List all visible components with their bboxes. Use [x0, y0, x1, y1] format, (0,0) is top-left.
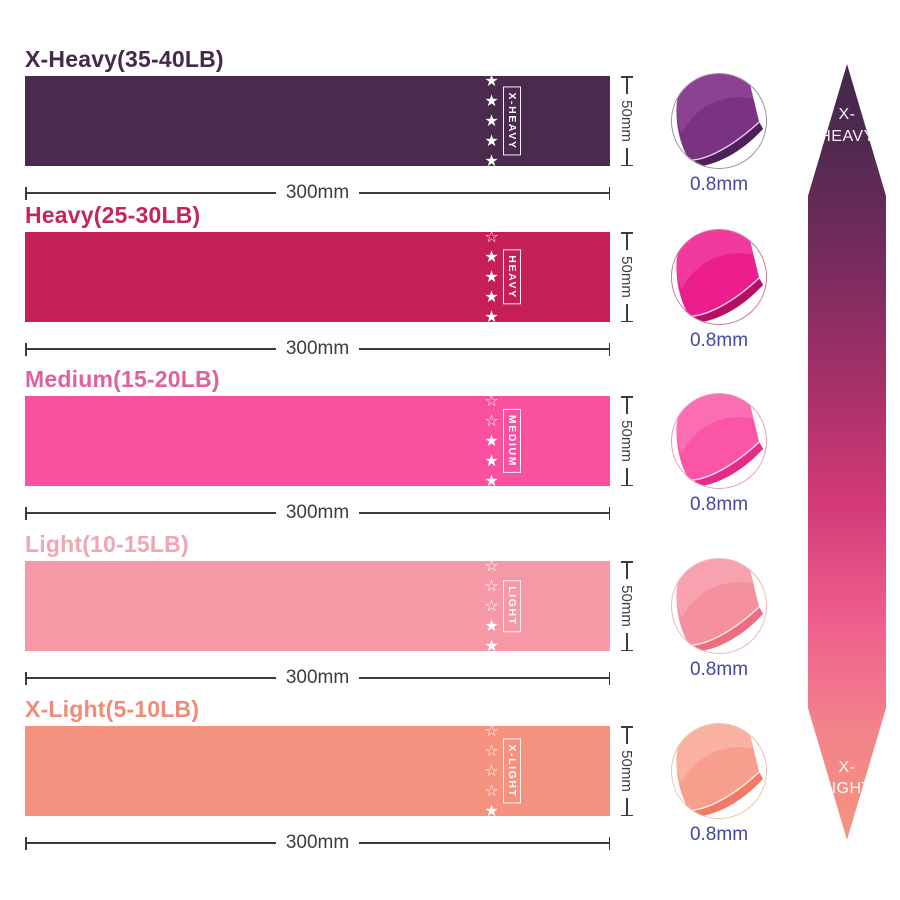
band-row-xlight: X-Light(5-10LB) ☆☆☆☆★ X-LIGHT 50mm 300mm — [25, 696, 885, 861]
thickness-label: 0.8mm — [689, 174, 749, 195]
star-rating: ☆☆☆☆★ — [482, 721, 499, 821]
band-row-light: Light(10-15LB) ☆☆☆★★ LIGHT 50mm 300mm — [25, 531, 885, 696]
dimension-line — [626, 727, 628, 745]
width-dimension-label: 300mm — [285, 182, 350, 203]
dimension-line — [626, 467, 628, 485]
width-dimension-label: 300mm — [285, 502, 350, 523]
folded-band-icon — [670, 72, 768, 170]
width-dimension: 300mm — [25, 667, 611, 689]
band-level-label: MEDIUM — [503, 408, 521, 474]
dimension-tick — [25, 506, 27, 520]
strength-scale-arrow: X- HEAVY X- LIGHT — [808, 64, 886, 840]
dimension-tick — [608, 506, 611, 520]
dimension-line — [626, 562, 628, 580]
dimension-line — [26, 842, 276, 844]
star-rating: ☆★★★★ — [482, 227, 499, 327]
folded-band-icon — [670, 392, 768, 490]
resistance-band: ☆★★★★ HEAVY — [25, 227, 610, 327]
height-dimension-label: 50mm — [618, 750, 636, 792]
height-dimension-label: 50mm — [618, 100, 636, 142]
width-dimension: 300mm — [25, 502, 611, 524]
resistance-band: ☆☆★★★ MEDIUM — [25, 391, 610, 491]
resistance-band: ★★★★★ X-HEAVY — [25, 71, 610, 171]
height-dimension: 50mm — [616, 726, 638, 816]
band-closeup-photo — [670, 228, 768, 326]
dimension-line — [26, 348, 276, 350]
width-dimension: 300mm — [25, 182, 611, 204]
dimension-tick — [608, 671, 611, 685]
dimension-line — [359, 842, 609, 844]
dimension-line — [626, 303, 628, 321]
dimension-line — [626, 797, 628, 815]
band-level-label: HEAVY — [503, 249, 521, 305]
dimension-line — [26, 512, 276, 514]
dimension-line — [359, 512, 609, 514]
band-level-label: LIGHT — [503, 580, 521, 632]
folded-band-icon — [670, 228, 768, 326]
dimension-tick — [25, 186, 27, 200]
dimension-tick — [25, 671, 27, 685]
thickness-label: 0.8mm — [689, 494, 749, 515]
band-title: Medium(15-20LB) — [25, 366, 220, 392]
dimension-tick — [608, 186, 611, 200]
scale-bottom-label: X- LIGHT — [822, 758, 872, 798]
band-level-label: X-LIGHT — [503, 738, 521, 804]
star-rating: ★★★★★ — [482, 71, 499, 171]
dimension-tick — [621, 649, 633, 651]
band-row-xheavy: X-Heavy(35-40LB) ★★★★★ X-HEAVY 50mm 300m… — [25, 46, 885, 211]
dimension-line — [626, 147, 628, 165]
dimension-line — [626, 397, 628, 415]
dimension-line — [26, 677, 276, 679]
thickness-label: 0.8mm — [689, 330, 749, 351]
resistance-band: ☆☆☆★★ LIGHT — [25, 556, 610, 656]
dimension-tick — [25, 836, 27, 850]
band-row-heavy: Heavy(25-30LB) ☆★★★★ HEAVY 50mm 300mm — [25, 202, 885, 367]
band-title: Light(10-15LB) — [25, 531, 189, 557]
dimension-line — [626, 233, 628, 251]
height-dimension-label: 50mm — [618, 420, 636, 462]
height-dimension: 50mm — [616, 232, 638, 322]
dimension-tick — [621, 814, 633, 816]
band-title: X-Heavy(35-40LB) — [25, 46, 224, 72]
dimension-line — [359, 192, 609, 194]
dimension-tick — [608, 342, 611, 356]
band-closeup-photo — [670, 722, 768, 820]
resistance-band: ☆☆☆☆★ X-LIGHT — [25, 721, 610, 821]
thickness-label: 0.8mm — [689, 659, 749, 680]
height-dimension: 50mm — [616, 561, 638, 651]
height-dimension-label: 50mm — [618, 256, 636, 298]
dimension-line — [359, 348, 609, 350]
folded-band-icon — [670, 557, 768, 655]
width-dimension-label: 300mm — [285, 338, 350, 359]
height-dimension: 50mm — [616, 396, 638, 486]
scale-top-label: X- HEAVY — [819, 106, 875, 145]
dimension-line — [359, 677, 609, 679]
dimension-tick — [25, 342, 27, 356]
dimension-tick — [621, 320, 633, 322]
thickness-label: 0.8mm — [689, 824, 749, 845]
width-dimension: 300mm — [25, 338, 611, 360]
dimension-tick — [621, 484, 633, 486]
star-rating: ☆☆☆★★ — [482, 556, 499, 656]
band-title: X-Light(5-10LB) — [25, 696, 200, 722]
height-dimension: 50mm — [616, 76, 638, 166]
width-dimension: 300mm — [25, 832, 611, 854]
dimension-line — [626, 632, 628, 650]
folded-band-icon — [670, 722, 768, 820]
band-closeup-photo — [670, 557, 768, 655]
star-rating: ☆☆★★★ — [482, 391, 499, 491]
dimension-tick — [608, 836, 611, 850]
band-closeup-photo — [670, 392, 768, 490]
dimension-line — [626, 77, 628, 95]
width-dimension-label: 300mm — [285, 667, 350, 688]
band-title: Heavy(25-30LB) — [25, 202, 201, 228]
dimension-tick — [621, 164, 633, 166]
dimension-line — [26, 192, 276, 194]
band-closeup-photo — [670, 72, 768, 170]
height-dimension-label: 50mm — [618, 585, 636, 627]
band-row-medium: Medium(15-20LB) ☆☆★★★ MEDIUM 50mm 300mm — [25, 366, 885, 531]
width-dimension-label: 300mm — [285, 832, 350, 853]
band-level-label: X-HEAVY — [503, 86, 521, 156]
